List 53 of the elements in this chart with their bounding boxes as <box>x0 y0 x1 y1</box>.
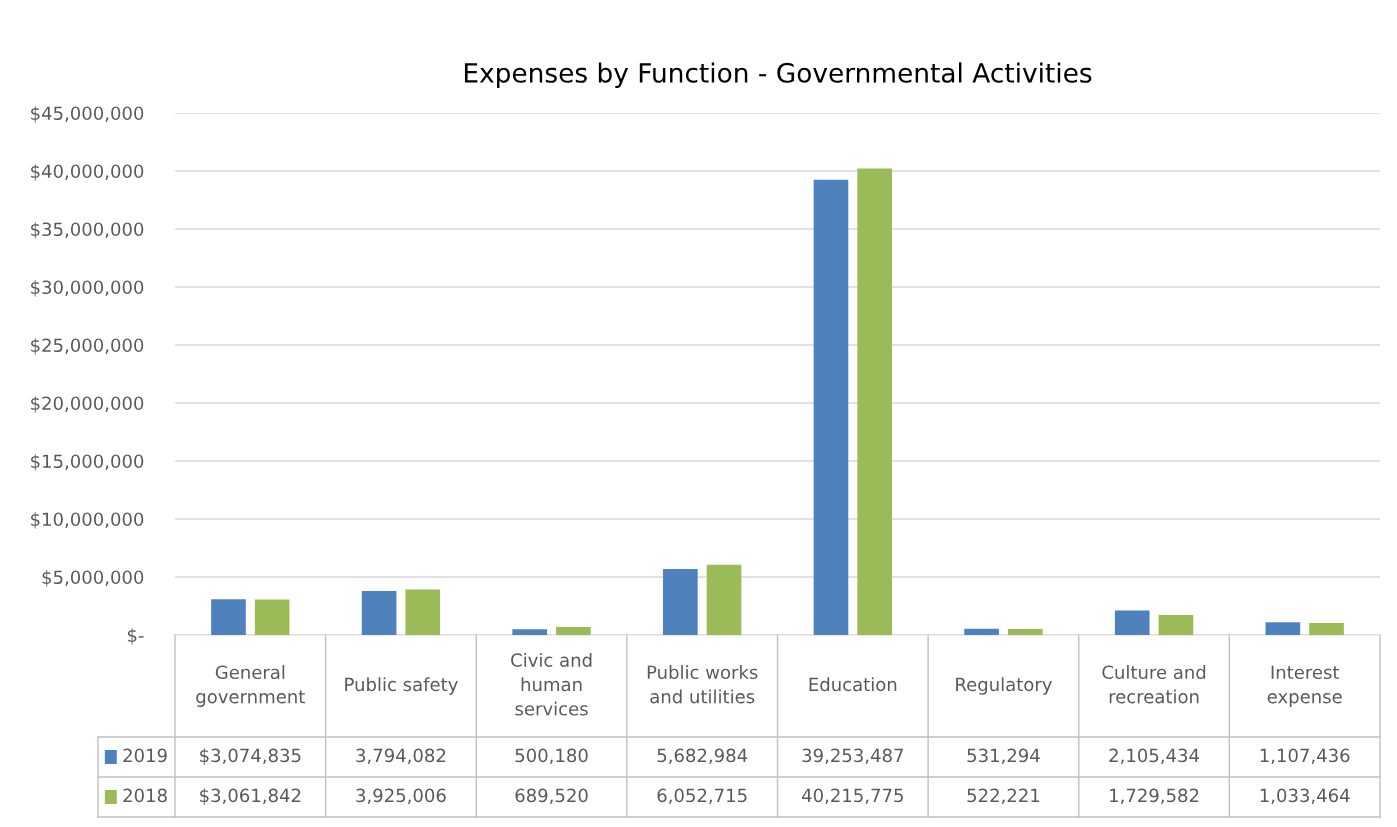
y-tick-label: $40,000,000 <box>31 164 144 181</box>
x-tick-label: Public safety <box>345 677 458 695</box>
x-tick-label: Interest expense <box>1267 665 1342 707</box>
bar <box>1309 623 1344 635</box>
chart-title: Expenses by Function - Governmental Activities <box>464 62 1092 88</box>
data-label: 689,520 <box>515 788 588 805</box>
legend-label: 2018 <box>123 788 167 803</box>
y-tick-label: $10,000,000 <box>31 512 144 529</box>
legend-label: 2019 <box>123 748 167 763</box>
x-tick-label: General government <box>196 665 305 707</box>
y-tick-label: $5,000,000 <box>42 570 144 587</box>
data-label: 3,794,082 <box>356 748 446 765</box>
y-tick-label: $30,000,000 <box>31 280 144 297</box>
y-tick-label: $- <box>127 628 144 645</box>
bar <box>512 629 548 635</box>
bar <box>706 564 742 635</box>
data-label: 39,253,487 <box>802 748 903 765</box>
bar <box>556 627 591 635</box>
data-label: 2,105,434 <box>1109 748 1199 765</box>
data-label: $3,074,835 <box>200 748 301 765</box>
data-label: 1,107,436 <box>1260 748 1350 765</box>
data-label: 40,215,775 <box>802 788 903 805</box>
x-tick-label: Civic and human services <box>511 652 592 716</box>
data-label: 1,033,464 <box>1260 788 1350 805</box>
data-label: 531,294 <box>967 748 1040 765</box>
y-tick-label: $35,000,000 <box>31 222 144 239</box>
y-tick-label: $25,000,000 <box>31 338 144 355</box>
bar <box>254 599 290 635</box>
data-label: 522,221 <box>967 788 1040 805</box>
bar <box>964 628 999 635</box>
x-tick-label: Public works and utilities <box>647 665 758 704</box>
bar <box>813 179 849 635</box>
data-label: 5,682,984 <box>657 748 748 765</box>
bar <box>1158 614 1194 635</box>
bar <box>1114 610 1150 635</box>
data-label: 6,052,715 <box>657 788 747 805</box>
data-label: $3,061,842 <box>200 788 301 805</box>
data-label: 3,925,006 <box>356 788 446 805</box>
x-tick-label: Regulatory <box>956 677 1052 695</box>
y-tick-label: $15,000,000 <box>31 454 144 471</box>
x-tick-label: Education <box>809 677 897 692</box>
x-tick-label: Culture and recreation <box>1102 665 1206 704</box>
bar <box>1265 622 1301 635</box>
bar <box>663 569 698 635</box>
bar <box>1007 628 1043 635</box>
data-label: 500,180 <box>515 748 588 765</box>
y-tick-label: $45,000,000 <box>31 106 144 123</box>
bar <box>361 590 397 635</box>
y-tick-label: $20,000,000 <box>31 396 144 413</box>
bar <box>405 589 441 635</box>
data-label: 1,729,582 <box>1110 788 1199 805</box>
bar <box>211 599 246 635</box>
bar <box>857 168 892 635</box>
